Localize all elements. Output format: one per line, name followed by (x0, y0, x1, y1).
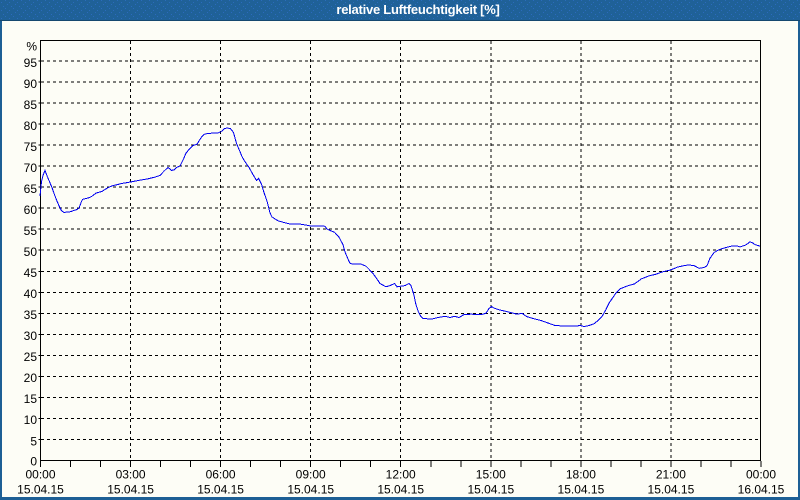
svg-text:90: 90 (24, 77, 38, 91)
svg-text:15.04.15: 15.04.15 (467, 483, 514, 497)
svg-text:75: 75 (24, 140, 38, 154)
svg-text:10: 10 (24, 413, 38, 427)
svg-text:15.04.15: 15.04.15 (377, 483, 424, 497)
svg-text:15.04.15: 15.04.15 (558, 483, 605, 497)
svg-text:20: 20 (24, 371, 38, 385)
svg-text:%: % (26, 40, 37, 54)
svg-text:45: 45 (24, 266, 38, 280)
svg-text:03:00: 03:00 (116, 468, 146, 482)
svg-text:30: 30 (24, 329, 38, 343)
svg-text:15: 15 (24, 392, 38, 406)
svg-text:15.04.15: 15.04.15 (17, 483, 64, 497)
svg-text:06:00: 06:00 (206, 468, 236, 482)
svg-text:15:00: 15:00 (476, 468, 506, 482)
svg-text:65: 65 (24, 182, 38, 196)
svg-text:00:00: 00:00 (746, 468, 776, 482)
svg-text:12:00: 12:00 (386, 468, 416, 482)
svg-text:70: 70 (24, 161, 38, 175)
svg-text:15.04.15: 15.04.15 (287, 483, 334, 497)
svg-text:5: 5 (30, 434, 37, 448)
svg-text:0: 0 (30, 454, 37, 468)
svg-text:00:00: 00:00 (25, 468, 55, 482)
svg-text:25: 25 (24, 350, 38, 364)
svg-text:21:00: 21:00 (656, 468, 686, 482)
svg-text:15.04.15: 15.04.15 (648, 483, 695, 497)
svg-text:09:00: 09:00 (296, 468, 326, 482)
svg-text:40: 40 (24, 287, 38, 301)
svg-text:80: 80 (24, 119, 38, 133)
svg-text:55: 55 (24, 224, 38, 238)
svg-text:50: 50 (24, 245, 38, 259)
svg-text:85: 85 (24, 98, 38, 112)
svg-text:35: 35 (24, 308, 38, 322)
svg-text:15.04.15: 15.04.15 (107, 483, 154, 497)
svg-text:60: 60 (24, 203, 38, 217)
svg-text:18:00: 18:00 (566, 468, 596, 482)
svg-text:15.04.15: 15.04.15 (197, 483, 244, 497)
svg-text:16.04.15: 16.04.15 (738, 483, 785, 497)
svg-text:95: 95 (24, 56, 38, 70)
